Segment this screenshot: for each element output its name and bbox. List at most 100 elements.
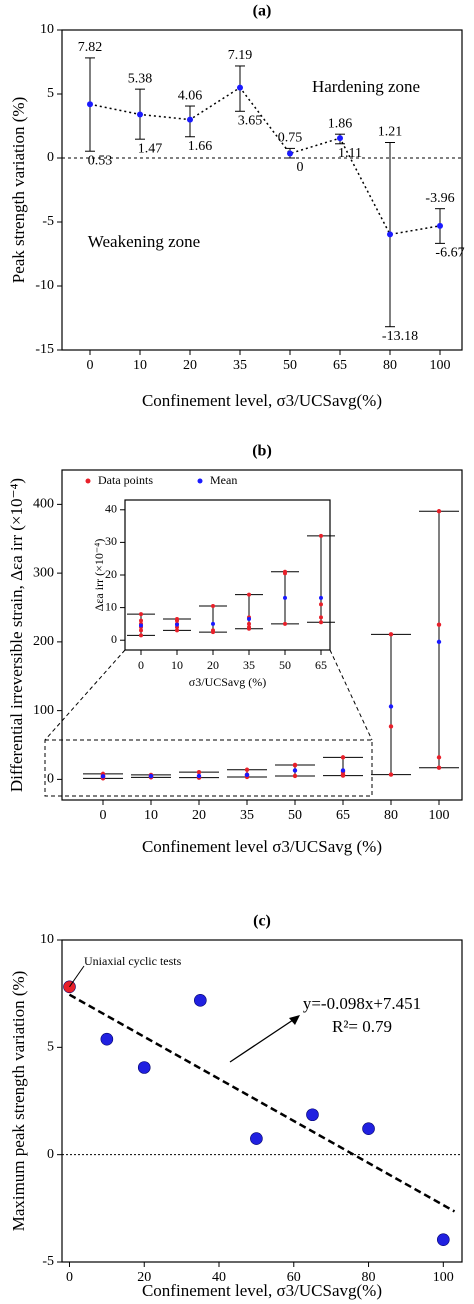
data-point bbox=[139, 612, 143, 617]
mean-point bbox=[100, 774, 106, 779]
min-label: 1.66 bbox=[188, 139, 213, 154]
chart-title: (b) bbox=[252, 443, 272, 460]
y-tick-label: -15 bbox=[35, 342, 54, 357]
x-axis-label: Confinement level, σ3/UCSavg(%) bbox=[142, 1281, 382, 1300]
mean-point bbox=[247, 617, 251, 622]
max-label: 0.75 bbox=[278, 131, 303, 146]
arrow-head bbox=[289, 1015, 300, 1025]
x-tick-label: 50 bbox=[283, 358, 297, 373]
data-point bbox=[247, 621, 251, 626]
mean-point bbox=[139, 623, 143, 628]
mean-point bbox=[437, 222, 443, 229]
x-tick-label: 60 bbox=[287, 1270, 301, 1285]
data-point bbox=[436, 755, 442, 760]
y-axis-label: Peak strength variation (%) bbox=[9, 97, 28, 283]
mean-point bbox=[148, 773, 154, 779]
legend-label: Mean bbox=[210, 473, 237, 487]
data-point bbox=[292, 762, 298, 768]
data-point bbox=[388, 632, 394, 637]
y-axis-label: Maximum peak strength variation (%) bbox=[9, 971, 28, 1232]
legend-marker bbox=[197, 478, 203, 484]
y-tick-label: 20 bbox=[105, 567, 117, 581]
data-point bbox=[436, 765, 442, 770]
x-tick-label: 35 bbox=[243, 658, 255, 672]
data-point bbox=[196, 769, 202, 775]
data-point bbox=[436, 509, 442, 514]
zoom-box bbox=[44, 739, 373, 797]
data-point bbox=[139, 618, 143, 623]
min-label: -13.18 bbox=[382, 329, 418, 344]
y-tick-label: -5 bbox=[42, 1254, 54, 1269]
plot-frame bbox=[61, 29, 463, 351]
mean-point bbox=[237, 84, 243, 91]
mean-point bbox=[388, 704, 394, 709]
x-tick-label: 100 bbox=[429, 808, 450, 823]
data-point bbox=[340, 755, 346, 760]
x-tick-label: 100 bbox=[433, 1270, 454, 1285]
data-point bbox=[211, 628, 215, 633]
data-point bbox=[175, 617, 179, 622]
y-tick-label: 5 bbox=[47, 86, 54, 101]
data-point bbox=[319, 615, 323, 620]
y-tick-label: 0 bbox=[111, 632, 117, 646]
callout-line bbox=[69, 965, 85, 988]
annotation: R²= 0.79 bbox=[332, 1017, 392, 1036]
x-tick-label: 20 bbox=[137, 1270, 151, 1285]
mean-point bbox=[283, 595, 287, 600]
data-point bbox=[388, 772, 394, 777]
data-point bbox=[283, 621, 287, 626]
mean-point bbox=[287, 150, 293, 157]
min-label: 0.53 bbox=[88, 153, 113, 168]
mean-point bbox=[244, 772, 250, 778]
y-axis-label: Differential irreversible strain, Δεa ir… bbox=[7, 478, 26, 792]
max-label: 7.82 bbox=[78, 40, 103, 55]
y-tick-label: 30 bbox=[105, 534, 117, 548]
x-tick-label: 50 bbox=[288, 808, 302, 823]
point bbox=[100, 1032, 114, 1046]
chart-title: (a) bbox=[253, 3, 272, 20]
zoom-connector bbox=[44, 649, 126, 741]
y-tick-label: 300 bbox=[33, 565, 54, 580]
plot-frame bbox=[61, 469, 463, 801]
max-label: 7.19 bbox=[228, 48, 253, 63]
x-tick-label: 65 bbox=[333, 358, 347, 373]
x-tick-label: 10 bbox=[133, 358, 147, 373]
point bbox=[362, 1122, 375, 1135]
y-tick-label: 5 bbox=[47, 1040, 54, 1055]
y-tick-label: 10 bbox=[105, 599, 117, 613]
legend-marker bbox=[85, 478, 91, 484]
inset-x-label: σ3/UCSavg (%) bbox=[189, 675, 266, 689]
point bbox=[194, 994, 207, 1007]
y-tick-label: 0 bbox=[47, 150, 54, 165]
mean-point bbox=[436, 639, 442, 645]
min-label: 1.11 bbox=[338, 146, 362, 161]
y-tick-label: 0 bbox=[47, 1147, 54, 1162]
mean-point bbox=[387, 231, 393, 238]
legend-label: Data points bbox=[98, 473, 153, 487]
inset-background bbox=[125, 500, 330, 650]
min-label: -6.67 bbox=[435, 246, 464, 261]
inset-y-label: Δεa irr (×10⁻⁴) bbox=[92, 539, 106, 612]
x-tick-label: 100 bbox=[430, 358, 451, 373]
x-tick-label: 20 bbox=[192, 808, 206, 823]
mean-point bbox=[196, 773, 202, 779]
y-tick-label: 400 bbox=[33, 497, 54, 512]
x-tick-label: 0 bbox=[100, 808, 107, 823]
x-axis-label: Confinement level σ3/UCSavg (%) bbox=[142, 837, 382, 856]
data-point bbox=[175, 628, 179, 633]
max-label: 1.21 bbox=[378, 125, 403, 140]
mean-point bbox=[292, 768, 298, 773]
x-tick-label: 20 bbox=[207, 658, 219, 672]
data-point bbox=[244, 767, 250, 772]
trend-line bbox=[68, 993, 456, 1213]
data-point bbox=[319, 533, 323, 538]
max-label: -3.96 bbox=[425, 191, 454, 206]
y-tick-label: 200 bbox=[33, 634, 54, 649]
x-tick-label: 20 bbox=[183, 358, 197, 373]
data-point bbox=[319, 602, 323, 607]
chart-title: (c) bbox=[253, 913, 271, 930]
data-point bbox=[292, 773, 298, 779]
plot-frame bbox=[61, 939, 463, 1263]
